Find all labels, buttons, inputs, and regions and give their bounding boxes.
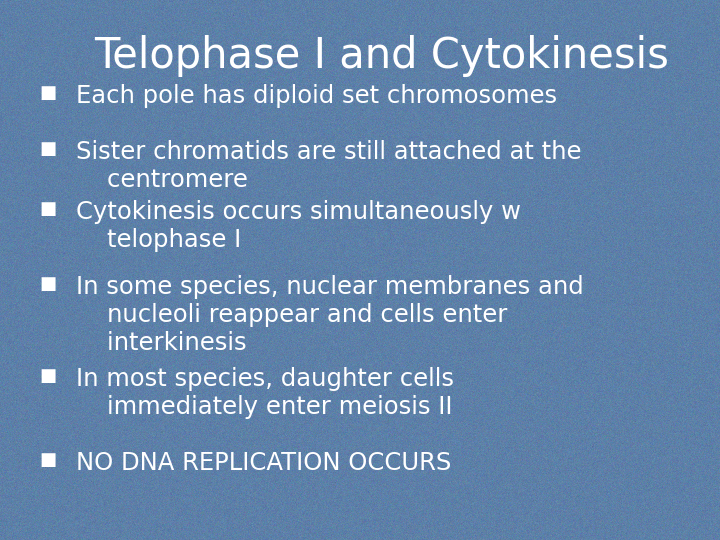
Text: NO DNA REPLICATION OCCURS: NO DNA REPLICATION OCCURS xyxy=(76,451,451,475)
Text: ■: ■ xyxy=(40,275,57,293)
Text: Cytokinesis occurs simultaneously w
    telophase I: Cytokinesis occurs simultaneously w telo… xyxy=(76,200,521,252)
Text: ■: ■ xyxy=(40,451,57,469)
Text: ■: ■ xyxy=(40,84,57,102)
Text: In most species, daughter cells
    immediately enter meiosis II: In most species, daughter cells immediat… xyxy=(76,367,454,419)
Text: ■: ■ xyxy=(40,140,57,158)
Text: ■: ■ xyxy=(40,367,57,385)
Text: Each pole has diploid set chromosomes: Each pole has diploid set chromosomes xyxy=(76,84,557,107)
Text: ■: ■ xyxy=(40,200,57,218)
Text: Sister chromatids are still attached at the
    centromere: Sister chromatids are still attached at … xyxy=(76,140,581,192)
Text: In some species, nuclear membranes and
    nucleoli reappear and cells enter
   : In some species, nuclear membranes and n… xyxy=(76,275,583,355)
Text: Telophase I and Cytokinesis: Telophase I and Cytokinesis xyxy=(94,35,669,77)
